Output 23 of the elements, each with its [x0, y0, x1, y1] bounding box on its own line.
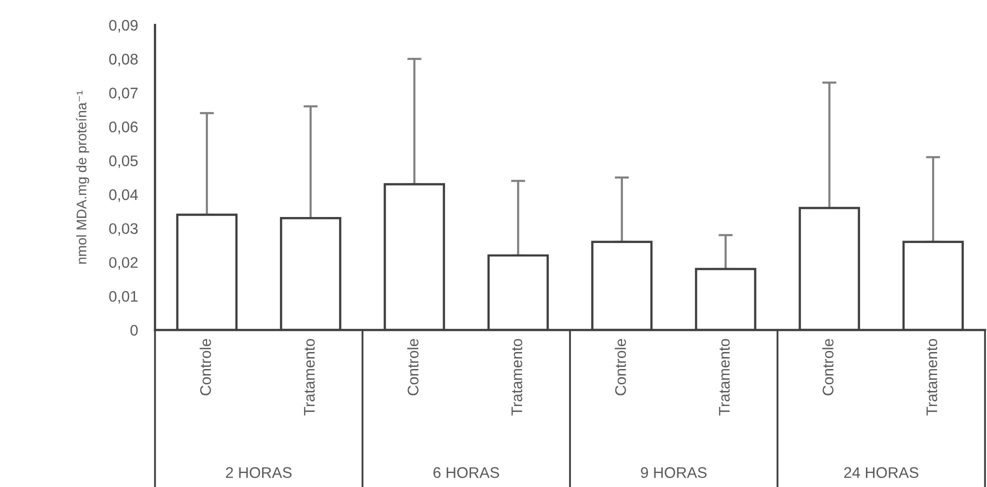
y-tick-label: 0,01 [109, 290, 138, 304]
text: 6 HORAS [433, 467, 500, 478]
x-tick-label: Tratamento [304, 338, 315, 416]
y-tick-label: 0,03 [109, 223, 138, 236]
text: 2 HORAS [226, 467, 292, 478]
x-tick-label: Tratamento [512, 338, 522, 416]
x-tick-label: Controle [614, 339, 626, 396]
x-tick-label: Tratamento [926, 338, 938, 416]
text: 24 HORAS [844, 467, 918, 478]
y-tick-label: 0 [130, 324, 138, 336]
y-tick-label: 0,05 [109, 155, 138, 168]
y-tick-label: 0,04 [109, 189, 138, 202]
y-tick-label: 0,09 [109, 20, 138, 32]
y-tick-label: 0,07 [109, 88, 138, 100]
y-tick-label: 0,08 [109, 54, 138, 66]
x-tick-label: Controle [822, 339, 834, 396]
x-tick-label: Controle [407, 339, 418, 396]
y-tick-label: 0,02 [109, 257, 138, 270]
x-tick-label: Controle [200, 339, 211, 396]
y-tick-label: 0,06 [109, 122, 138, 134]
y-axis-title: nmol MDA.mg de proteína⁻¹ [76, 90, 90, 264]
x-tick-label: Tratamento [719, 338, 730, 416]
text: 9 HORAS [640, 467, 707, 478]
